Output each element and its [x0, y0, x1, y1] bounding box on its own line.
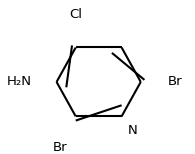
Text: H₂N: H₂N: [7, 75, 32, 88]
Text: Br: Br: [53, 141, 68, 154]
Text: Br: Br: [168, 75, 182, 88]
Text: Cl: Cl: [69, 8, 82, 21]
Text: N: N: [127, 124, 137, 137]
